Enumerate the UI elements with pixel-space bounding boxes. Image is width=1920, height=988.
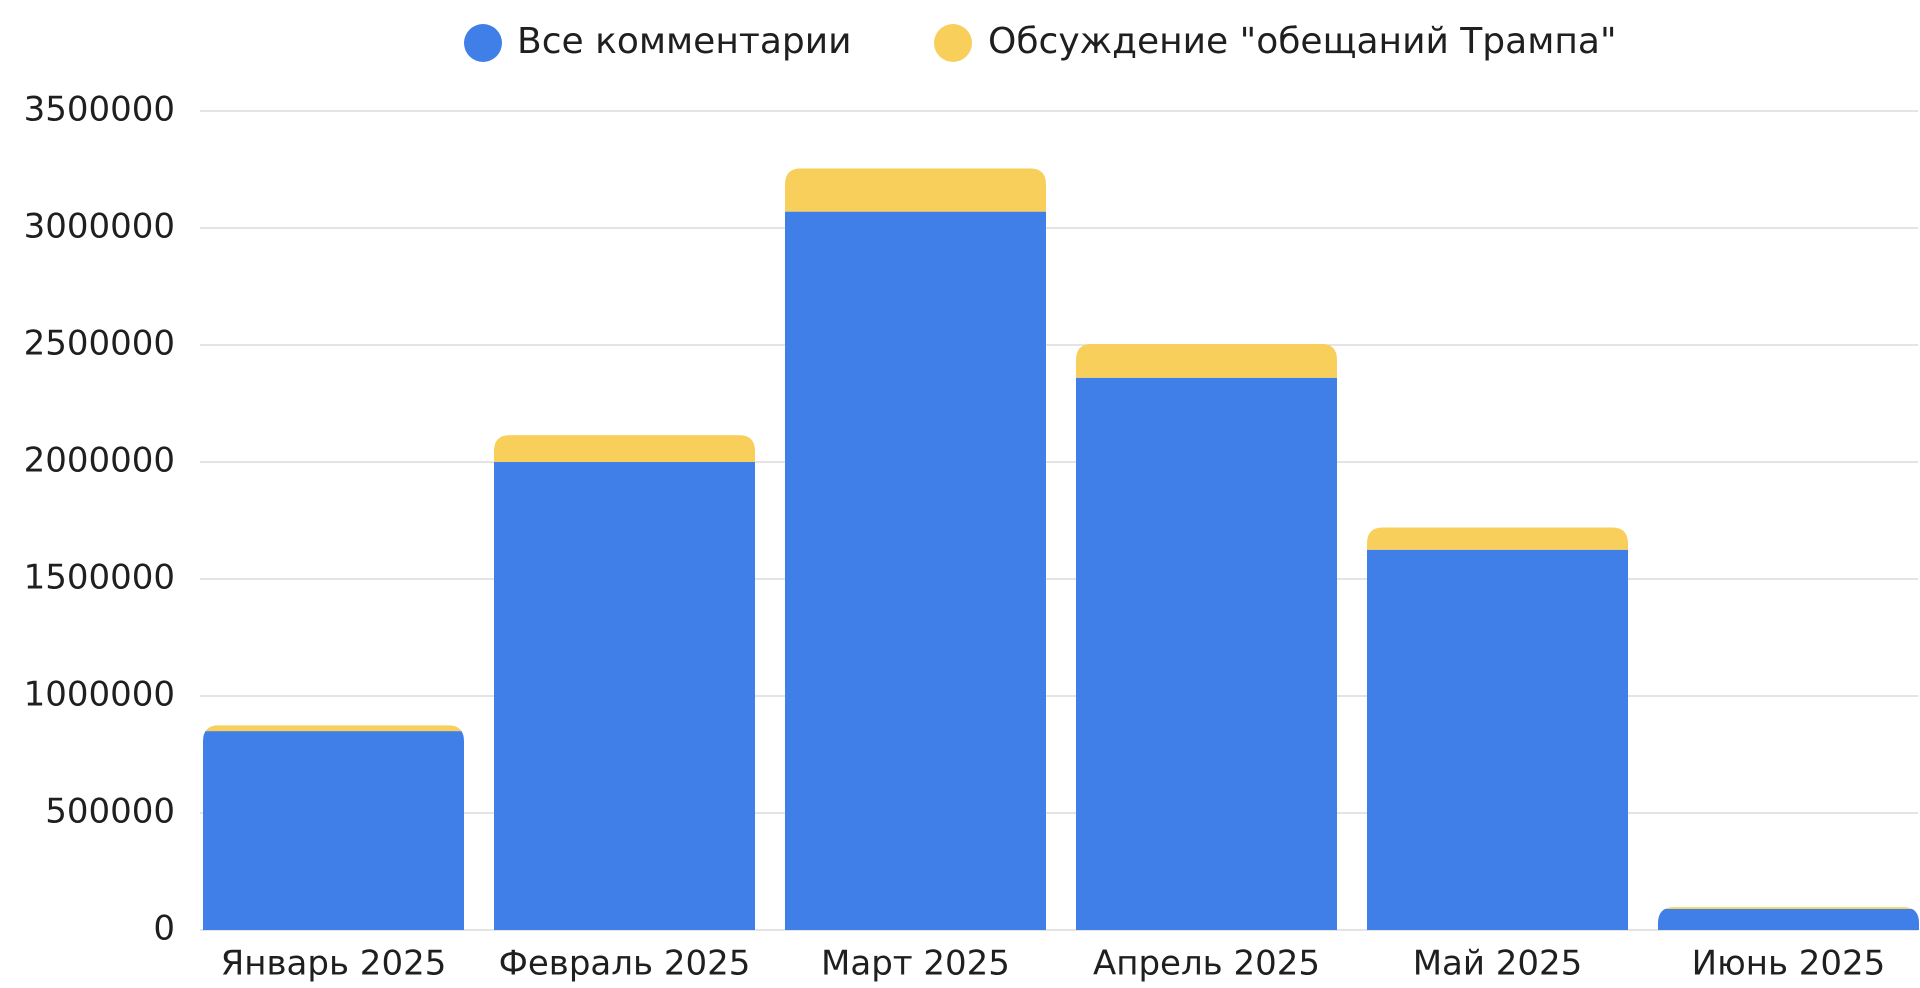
- bar-segment-all-comments: [494, 462, 755, 930]
- legend-swatch: [934, 24, 972, 62]
- y-tick-label: 3000000: [24, 207, 175, 247]
- y-tick-label: 1000000: [24, 675, 175, 715]
- x-tick-label: Январь 2025: [221, 944, 447, 984]
- y-tick-label: 2000000: [24, 441, 175, 481]
- legend-label: Обсуждение "обещаний Трампа": [988, 21, 1617, 62]
- x-tick-label: Февраль 2025: [499, 944, 751, 984]
- bar-segment-trump-promises: [494, 435, 755, 462]
- x-tick-label: Апрель 2025: [1093, 944, 1320, 984]
- y-tick-label: 3500000: [24, 90, 175, 130]
- bar-segment-trump-promises: [203, 725, 464, 732]
- y-tick-label: 2500000: [24, 324, 175, 364]
- chart-legend: Все комментарии Обсуждение "обещаний Трам…: [464, 21, 1617, 62]
- y-tick-label: 1500000: [24, 558, 175, 598]
- bar-segment-all-comments: [1658, 908, 1919, 930]
- x-tick-label: Май 2025: [1413, 944, 1583, 984]
- bars-group: [203, 168, 1919, 930]
- x-tick-label: Июнь 2025: [1692, 944, 1886, 984]
- y-tick-label: 0: [153, 909, 175, 949]
- y-axis: 0 500000 1000000 1500000 2000000 2500000 30000…: [24, 90, 175, 949]
- x-tick-label: Март 2025: [821, 944, 1010, 984]
- legend-label: Все комментарии: [517, 21, 852, 62]
- legend-swatch: [464, 24, 502, 62]
- grid-lines: [200, 110, 1918, 931]
- bar-segment-trump-promises: [1658, 907, 1919, 909]
- x-axis: Январь 2025 Февраль 2025 Март 2025 Апрель 2…: [221, 944, 1886, 984]
- bar-segment-all-comments: [785, 211, 1046, 930]
- bar-segment-all-comments: [1076, 377, 1337, 930]
- bar-segment-trump-promises: [785, 168, 1046, 212]
- y-tick-label: 500000: [45, 792, 175, 832]
- bar-segment-all-comments: [1367, 549, 1628, 930]
- bar-segment-trump-promises: [1367, 527, 1628, 550]
- bar-segment-trump-promises: [1076, 343, 1337, 378]
- bar-segment-all-comments: [203, 731, 464, 930]
